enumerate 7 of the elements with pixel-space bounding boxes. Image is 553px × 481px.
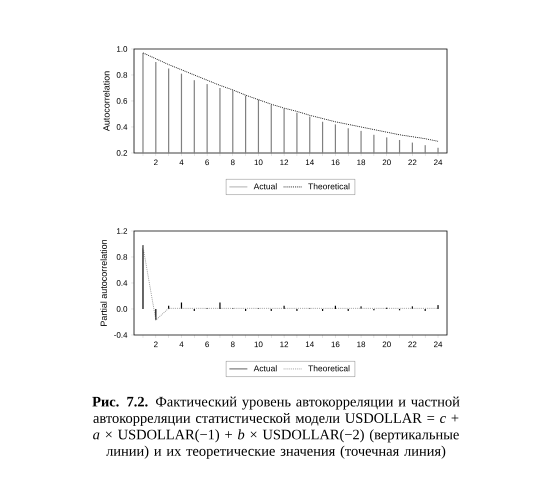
text: Рис. 7.2. Фактический уровень автокорреляции и частной автокорреляции статистической модели USDOLLAR = c + a × USDOLLAR(−1) + b × USDOLLAR(−2) (вертикальные линии) и их теоретические значения (точечная линия) (92, 396, 460, 459)
y-axis-title: Partial autocorrelation (100, 240, 107, 326)
legend-label: Actual (254, 365, 277, 372)
legend-label: Theoretical (308, 365, 350, 372)
y-axis-title: Autocorrelation (102, 71, 110, 132)
legend-label: Theoretical (308, 183, 350, 190)
legend-label: Actual (254, 183, 277, 190)
